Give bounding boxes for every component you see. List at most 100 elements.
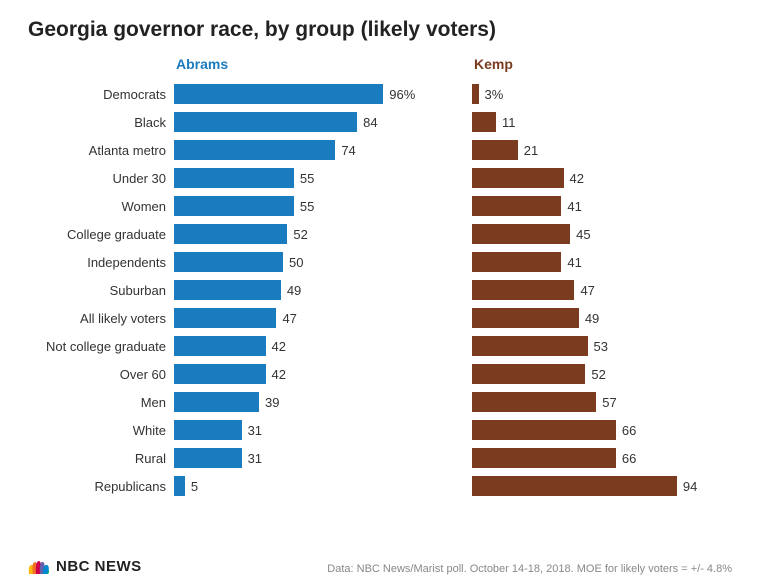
category-label: Rural: [28, 444, 174, 472]
bar-value: 47: [580, 283, 594, 298]
category-label: College graduate: [28, 220, 174, 248]
bar-value: 47: [282, 311, 296, 326]
bar-row: 42: [174, 332, 432, 360]
category-label: White: [28, 416, 174, 444]
category-label: Men: [28, 388, 174, 416]
category-label: Suburban: [28, 276, 174, 304]
bar-row: 45: [472, 220, 730, 248]
bar-value: 3%: [485, 87, 504, 102]
category-label: Independents: [28, 248, 174, 276]
bar-value: 49: [585, 311, 599, 326]
abrams-bar: [174, 448, 242, 468]
abrams-bar: [174, 112, 357, 132]
category-label: All likely voters: [28, 304, 174, 332]
category-label: Women: [28, 192, 174, 220]
bar-row: 49: [174, 276, 432, 304]
abrams-bar: [174, 224, 287, 244]
bar-row: 84: [174, 108, 432, 136]
bar-row: 41: [472, 248, 730, 276]
kemp-bar: [472, 168, 564, 188]
series-header-abrams: Abrams: [174, 56, 432, 80]
bar-value: 42: [272, 339, 286, 354]
kemp-bar: [472, 448, 616, 468]
kemp-bar: [472, 392, 596, 412]
bar-row: 50: [174, 248, 432, 276]
bar-value: 55: [300, 171, 314, 186]
kemp-bar: [472, 112, 496, 132]
bar-value: 11: [502, 115, 516, 130]
bar-row: 5: [174, 472, 432, 500]
category-label: Democrats: [28, 80, 174, 108]
bar-row: 42: [472, 164, 730, 192]
bar-row: 52: [174, 220, 432, 248]
bar-row: 57: [472, 388, 730, 416]
bar-row: 31: [174, 444, 432, 472]
bar-row: 3%: [472, 80, 730, 108]
peacock-icon: [28, 559, 50, 575]
kemp-bar: [472, 84, 479, 104]
abrams-bar: [174, 308, 276, 328]
abrams-bar: [174, 84, 383, 104]
bar-row: 55: [174, 192, 432, 220]
category-label: Not college graduate: [28, 332, 174, 360]
bar-row: 41: [472, 192, 730, 220]
bar-value: 52: [293, 227, 307, 242]
bar-value: 84: [363, 115, 377, 130]
bar-value: 21: [524, 143, 538, 158]
kemp-bar: [472, 308, 579, 328]
category-labels: DemocratsBlackAtlanta metroUnder 30Women…: [28, 56, 174, 500]
bar-row: 52: [472, 360, 730, 388]
kemp-bar: [472, 224, 570, 244]
footer: NBC NEWS Data: NBC News/Marist poll. Oct…: [28, 558, 732, 575]
bar-row: 94: [472, 472, 730, 500]
bar-value: 5: [191, 479, 198, 494]
bar-row: 74: [174, 136, 432, 164]
bar-value: 50: [289, 255, 303, 270]
kemp-bar: [472, 336, 588, 356]
abrams-bar: [174, 364, 266, 384]
bar-row: 96%: [174, 80, 432, 108]
kemp-bar: [472, 420, 616, 440]
bar-value: 52: [591, 367, 605, 382]
bar-value: 41: [567, 199, 581, 214]
bar-row: 21: [472, 136, 730, 164]
bar-value: 42: [272, 367, 286, 382]
bar-row: 39: [174, 388, 432, 416]
bar-value: 31: [248, 451, 262, 466]
bar-row: 11: [472, 108, 730, 136]
category-label: Black: [28, 108, 174, 136]
bar-row: 66: [472, 444, 730, 472]
nbc-logo: NBC NEWS: [28, 558, 142, 575]
bar-row: 47: [472, 276, 730, 304]
kemp-bar: [472, 476, 677, 496]
kemp-bar: [472, 196, 561, 216]
category-label: Republicans: [28, 472, 174, 500]
abrams-bar: [174, 252, 283, 272]
bar-value: 57: [602, 395, 616, 410]
abrams-bar: [174, 392, 259, 412]
abrams-bar: [174, 336, 266, 356]
series-header-kemp: Kemp: [472, 56, 730, 80]
bar-row: 66: [472, 416, 730, 444]
bar-row: 31: [174, 416, 432, 444]
kemp-bar: [472, 252, 561, 272]
abrams-bar: [174, 168, 294, 188]
bar-value: 53: [594, 339, 608, 354]
logo-text: NBC NEWS: [56, 558, 142, 575]
category-label: Over 60: [28, 360, 174, 388]
bar-value: 39: [265, 395, 279, 410]
bar-value: 66: [622, 451, 636, 466]
chart-area: DemocratsBlackAtlanta metroUnder 30Women…: [28, 56, 732, 500]
kemp-bar: [472, 280, 574, 300]
abrams-bar: [174, 196, 294, 216]
series-abrams: Abrams 96% 84 74 55 55 52 50 49 47 42 42 39 31 31 5: [174, 56, 432, 500]
bar-value: 96%: [389, 87, 415, 102]
bar-value: 41: [567, 255, 581, 270]
abrams-bar: [174, 280, 281, 300]
kemp-bar: [472, 364, 585, 384]
bar-value: 94: [683, 479, 697, 494]
abrams-bar: [174, 140, 335, 160]
category-label: Atlanta metro: [28, 136, 174, 164]
bar-value: 55: [300, 199, 314, 214]
bar-value: 45: [576, 227, 590, 242]
